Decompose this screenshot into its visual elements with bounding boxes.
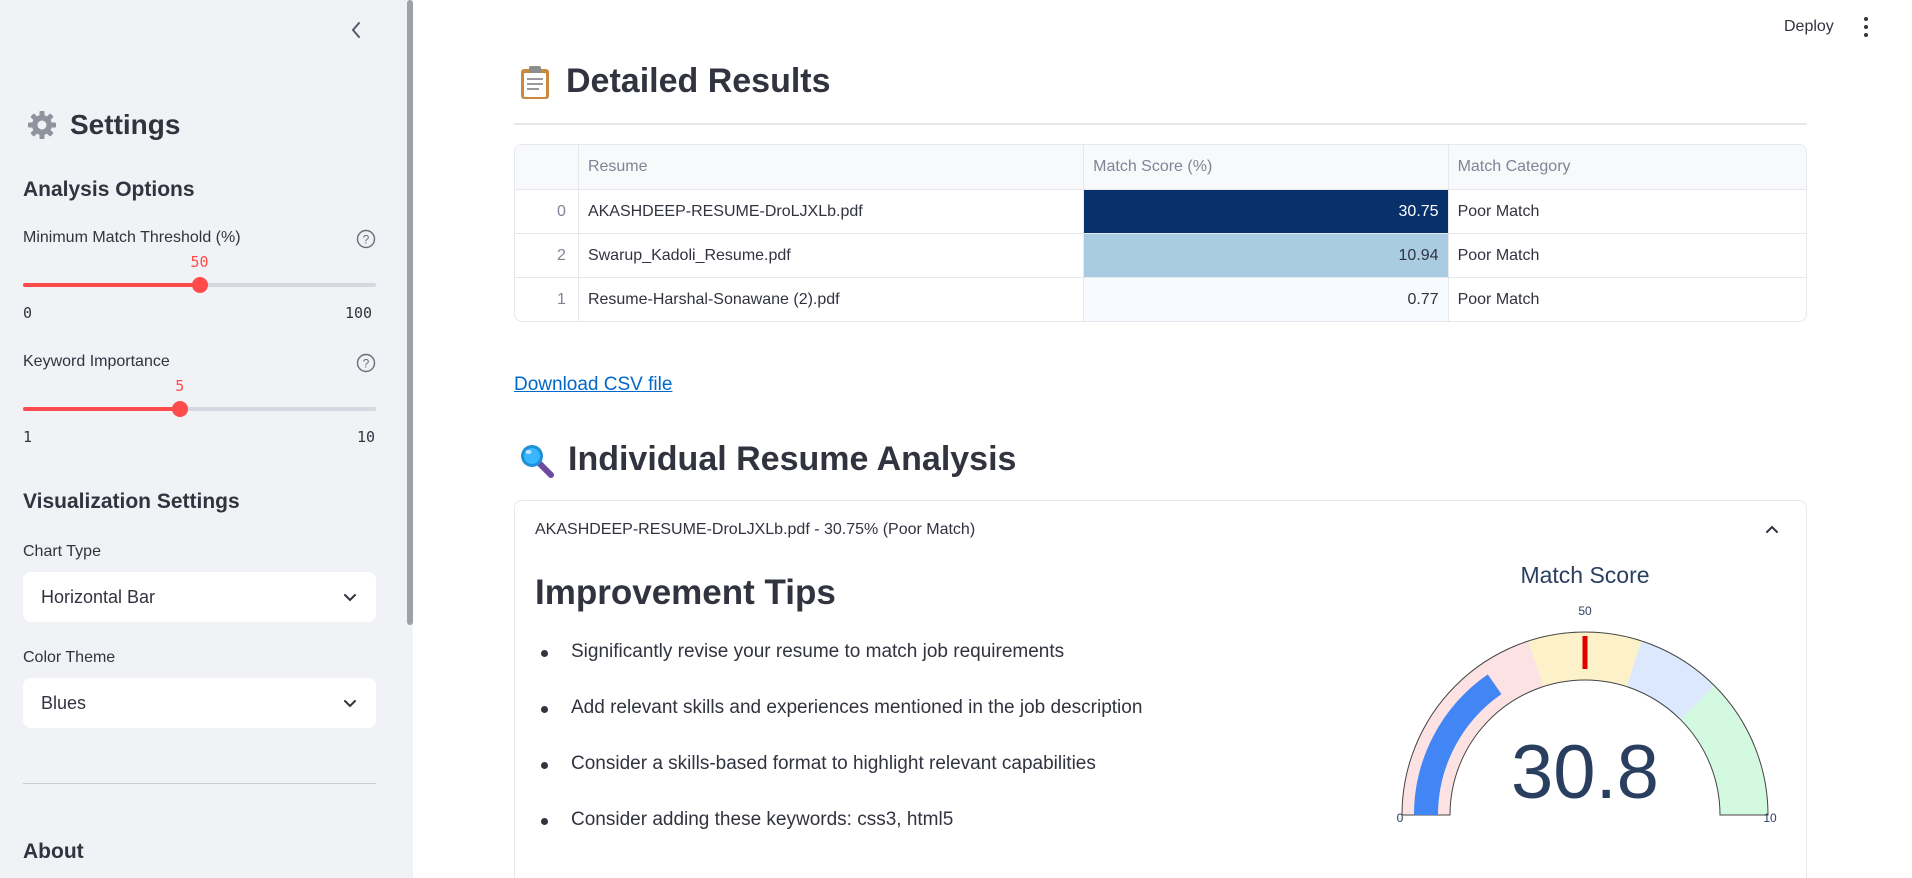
more-dot: [1864, 33, 1868, 37]
category-cell[interactable]: Poor Match: [1447, 190, 1806, 233]
column-header[interactable]: Match Category: [1447, 145, 1806, 189]
sidebar-title-text: Settings: [70, 109, 181, 140]
help-icon[interactable]: ?: [356, 353, 376, 373]
list-item: Add relevant skills and experiences ment…: [535, 697, 1142, 753]
resume-expander: AKASHDEEP-RESUME-DroLJXLb.pdf - 30.75% (…: [514, 500, 1807, 878]
table-row[interactable]: 2 Swarup_Kadoli_Resume.pdf 10.94 Poor Ma…: [515, 233, 1806, 277]
about-heading: About: [23, 840, 84, 863]
threshold-min: 0: [23, 304, 33, 322]
column-header[interactable]: Resume: [577, 145, 1083, 189]
keyword-value: 5: [175, 377, 185, 395]
main-menu-button[interactable]: [1858, 14, 1874, 40]
clipboard-icon: [521, 65, 549, 99]
chevron-left-icon: [351, 22, 360, 38]
index-header: [515, 145, 578, 189]
more-dot: [1864, 17, 1868, 21]
table-row[interactable]: 1 Resume-Harshal-Sonawane (2).pdf 0.77 P…: [515, 277, 1806, 321]
threshold-label: Minimum Match Threshold (%): [23, 229, 241, 246]
sidebar: Settings Analysis Options Minimum Match …: [0, 0, 413, 878]
deploy-button[interactable]: Deploy: [1784, 18, 1834, 35]
detailed-results-heading: Detailed Results: [518, 62, 831, 101]
gauge-value: 30.8: [1511, 730, 1659, 815]
individual-analysis-heading: Individual Resume Analysis: [518, 440, 1016, 479]
color-theme-select[interactable]: Blues: [23, 678, 376, 728]
list-item: Consider adding these keywords: css3, ht…: [535, 809, 1142, 865]
category-cell[interactable]: Poor Match: [1447, 278, 1806, 321]
resume-cell[interactable]: Swarup_Kadoli_Resume.pdf: [577, 234, 1083, 277]
individual-analysis-title: Individual Resume Analysis: [568, 440, 1017, 478]
keyword-slider-thumb[interactable]: [171, 401, 188, 417]
download-csv-link[interactable]: Download CSV file: [514, 374, 673, 395]
svg-text:?: ?: [363, 357, 370, 371]
results-table[interactable]: Resume Match Score (%) Match Category 0 …: [514, 144, 1807, 322]
color-theme-label: Color Theme: [23, 649, 116, 666]
more-dot: [1864, 25, 1868, 29]
gauge-min-label: 0: [1397, 811, 1404, 825]
gauge-mid-label: 50: [1578, 604, 1592, 618]
chevron-down-icon: [344, 594, 356, 602]
gauge-outline: [1401, 631, 1769, 816]
chevron-down-icon: [344, 700, 356, 708]
score-cell[interactable]: 0.77: [1083, 278, 1448, 321]
table-header-row: Resume Match Score (%) Match Category: [515, 145, 1806, 189]
threshold-slider-thumb[interactable]: [191, 277, 208, 293]
magnifier-icon: [521, 444, 554, 478]
chart-type-label: Chart Type: [23, 543, 101, 560]
chevron-up-icon[interactable]: [1760, 517, 1784, 541]
column-header[interactable]: Match Score (%): [1083, 145, 1447, 189]
threshold-max: 100: [345, 304, 373, 322]
list-item: Significantly revise your resume to matc…: [535, 641, 1142, 697]
threshold-value: 50: [190, 253, 209, 271]
threshold-slider[interactable]: 50: [23, 253, 376, 293]
row-index: 1: [557, 290, 566, 308]
match-score-gauge: Match Score 50 0 10 30.8: [1397, 562, 1777, 825]
score-cell[interactable]: 30.75: [1083, 190, 1448, 233]
gauge-max-label: 10: [1763, 811, 1777, 825]
color-theme-value: Blues: [41, 692, 87, 713]
chart-type-select[interactable]: Horizontal Bar: [23, 572, 376, 622]
collapse-sidebar-button[interactable]: [342, 16, 370, 44]
chart-type-value: Horizontal Bar: [41, 586, 156, 607]
list-item: Consider a skills-based format to highli…: [535, 753, 1142, 809]
score-cell[interactable]: 10.94: [1083, 234, 1448, 277]
table-row[interactable]: 0 AKASHDEEP-RESUME-DroLJXLb.pdf 30.75 Po…: [515, 189, 1806, 233]
gauge-step: [1626, 640, 1715, 720]
detailed-results-title: Detailed Results: [566, 62, 831, 100]
keyword-min: 1: [23, 428, 33, 446]
keyword-importance-slider[interactable]: 5: [23, 377, 376, 417]
gauge-step: [1680, 685, 1768, 815]
keyword-max: 10: [357, 428, 376, 446]
sidebar-divider: [23, 783, 376, 784]
gauge-value-bar: [1414, 674, 1502, 816]
help-icon[interactable]: ?: [356, 229, 376, 249]
analysis-options-heading: Analysis Options: [23, 178, 195, 201]
heading-divider: [514, 123, 1807, 125]
sidebar-title: Settings: [26, 105, 180, 145]
category-cell[interactable]: Poor Match: [1447, 234, 1806, 277]
visualization-settings-heading: Visualization Settings: [23, 490, 240, 513]
gauge-title: Match Score: [1520, 562, 1649, 588]
keyword-slider-fill: [23, 407, 180, 411]
expander-header[interactable]: AKASHDEEP-RESUME-DroLJXLb.pdf - 30.75% (…: [535, 521, 976, 538]
row-index: 2: [557, 246, 566, 264]
tips-list: Significantly revise your resume to matc…: [535, 641, 1142, 865]
row-index: 0: [557, 202, 566, 220]
resume-cell[interactable]: AKASHDEEP-RESUME-DroLJXLb.pdf: [577, 190, 1083, 233]
keyword-importance-label: Keyword Importance: [23, 353, 170, 370]
improvement-tips-title: Improvement Tips: [535, 573, 836, 612]
resume-cell[interactable]: Resume-Harshal-Sonawane (2).pdf: [577, 278, 1083, 321]
sidebar-scrollbar[interactable]: [407, 0, 413, 625]
gear-icon: [28, 111, 56, 139]
svg-text:?: ?: [363, 233, 370, 247]
threshold-slider-fill: [23, 283, 200, 287]
